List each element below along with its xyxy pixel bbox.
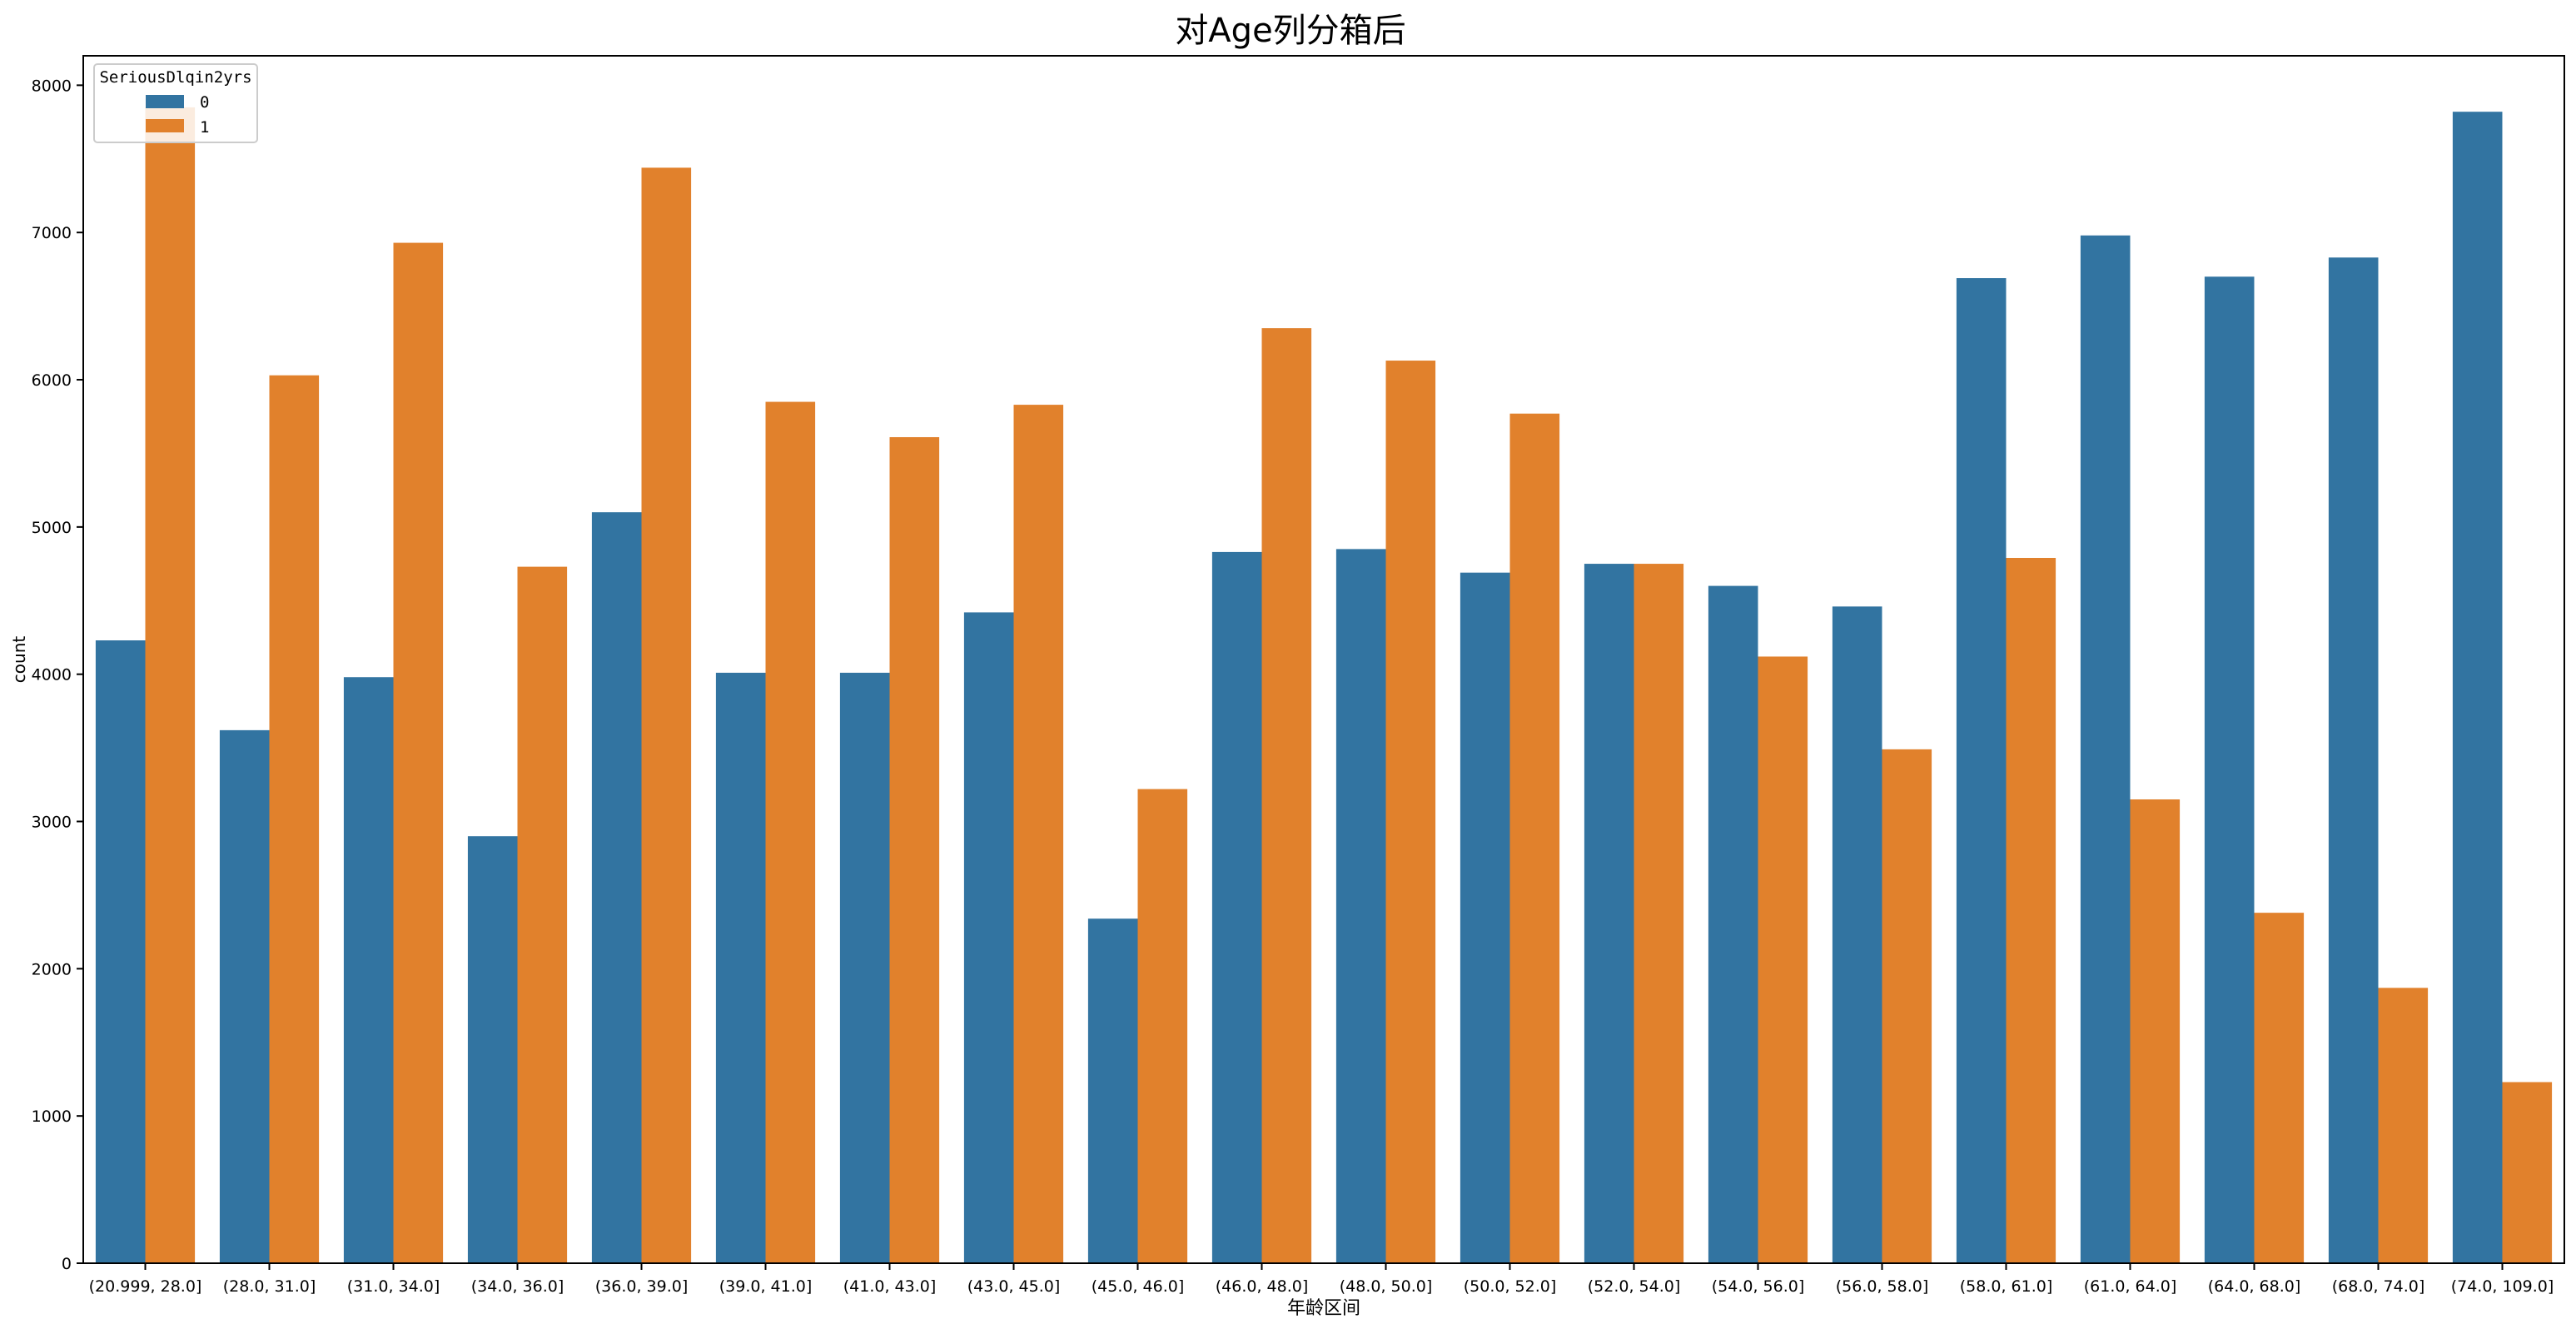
bar-series-0-3 [467,836,518,1263]
bar-series-0-13 [1708,585,1758,1263]
x-tick-label: (64.0, 68.0] [2208,1277,2301,1296]
bar-series-0-19 [2452,112,2503,1264]
x-tick-label: (34.0, 36.0] [471,1277,564,1296]
legend-label-series-1: 1 [200,118,209,137]
y-tick-label: 4000 [32,666,72,684]
bar-series-1-13 [1758,656,1808,1263]
bar-series-1-19 [2502,1082,2553,1263]
legend-title: SeriousDlqin2yrs [99,68,251,87]
x-tick-label: (39.0, 41.0] [719,1277,813,1296]
x-axis-label: 年龄区间 [1287,1298,1360,1319]
bar-series-1-8 [1137,789,1188,1263]
bar-series-0-18 [2328,257,2379,1263]
bar-series-0-10 [1335,549,1386,1263]
x-tick-label: (28.0, 31.0] [223,1277,316,1296]
bar-series-1-15 [2006,557,2056,1263]
y-tick-label: 8000 [32,77,72,95]
y-tick-label: 5000 [32,519,72,537]
bar-series-0-11 [1460,572,1510,1263]
bar-series-0-9 [1211,551,1262,1263]
x-tick-label: (61.0, 64.0] [2084,1277,2177,1296]
y-tick-label: 1000 [32,1108,72,1126]
bar-series-0-0 [95,640,146,1263]
bar-series-1-2 [393,242,444,1263]
plot-frame [82,55,2565,1264]
legend-label-series-0: 0 [200,93,209,112]
legend-swatch-series-0 [146,95,184,108]
x-tick-label: (74.0, 109.0] [2451,1277,2554,1296]
x-tick-label: (45.0, 46.0] [1092,1277,1185,1296]
bar-series-1-4 [641,167,692,1263]
bar-series-1-17 [2254,913,2305,1263]
bar-series-1-11 [1509,413,1560,1263]
bar-series-1-10 [1385,361,1436,1263]
bar-series-0-2 [343,677,394,1263]
bar-series-0-6 [839,672,890,1263]
legend: SeriousDlqin2yrs 0 1 [93,63,258,143]
x-tick-label: (41.0, 43.0] [843,1277,937,1296]
x-tick-label: (20.999, 28.0] [89,1277,202,1296]
x-tick-label: (56.0, 58.0] [1836,1277,1929,1296]
x-tick-label: (48.0, 50.0] [1340,1277,1433,1296]
bar-series-0-4 [591,512,642,1263]
bar-series-0-7 [963,612,1014,1263]
x-tick-label: (50.0, 52.0] [1464,1277,1557,1296]
bar-series-1-5 [765,401,816,1263]
bar-series-1-16 [2130,799,2181,1263]
x-tick-label: (68.0, 74.0] [2332,1277,2425,1296]
bar-group [95,107,2553,1264]
bar-series-0-1 [219,729,270,1263]
y-tick-label: 2000 [32,960,72,978]
bar-series-0-14 [1832,606,1882,1263]
x-axis: (20.999, 28.0] (28.0, 31.0] (31.0, 34.0] (3… [89,1263,2554,1296]
bar-series-1-6 [889,436,940,1263]
x-tick-label: (58.0, 61.0] [1960,1277,2053,1296]
y-tick-label: 6000 [32,371,72,390]
bar-series-0-17 [2204,276,2255,1263]
bar-series-1-1 [269,375,320,1264]
bar-series-1-14 [1882,749,1932,1263]
bar-series-0-5 [715,672,766,1263]
chart-title: 对Age列分箱后 [1175,12,1405,50]
bar-series-1-7 [1013,405,1064,1264]
bar-series-1-3 [517,566,568,1263]
x-tick-label: (36.0, 39.0] [595,1277,689,1296]
y-tick-label: 3000 [32,814,72,832]
bar-series-1-18 [2378,988,2429,1263]
bar-series-1-0 [145,107,196,1263]
legend-swatch-series-1 [146,119,184,132]
bar-series-0-16 [2080,235,2131,1264]
y-tick-label: 7000 [32,224,72,242]
y-axis-label: count [9,636,29,684]
x-tick-label: (43.0, 45.0] [967,1277,1061,1296]
x-tick-label: (52.0, 54.0] [1588,1277,1681,1296]
x-tick-label: (46.0, 48.0] [1216,1277,1309,1296]
bar-series-1-9 [1261,328,1312,1263]
bar-series-0-15 [1956,278,2007,1263]
bar-series-1-12 [1634,564,1684,1263]
x-tick-label: (54.0, 56.0] [1712,1277,1805,1296]
y-axis: 0 1000 2000 3000 4000 5000 6000 7000 8000 [32,77,83,1273]
y-tick-label: 0 [62,1255,72,1273]
x-tick-label: (31.0, 34.0] [347,1277,440,1296]
bar-series-0-8 [1087,918,1138,1263]
bar-series-0-12 [1584,564,1634,1263]
